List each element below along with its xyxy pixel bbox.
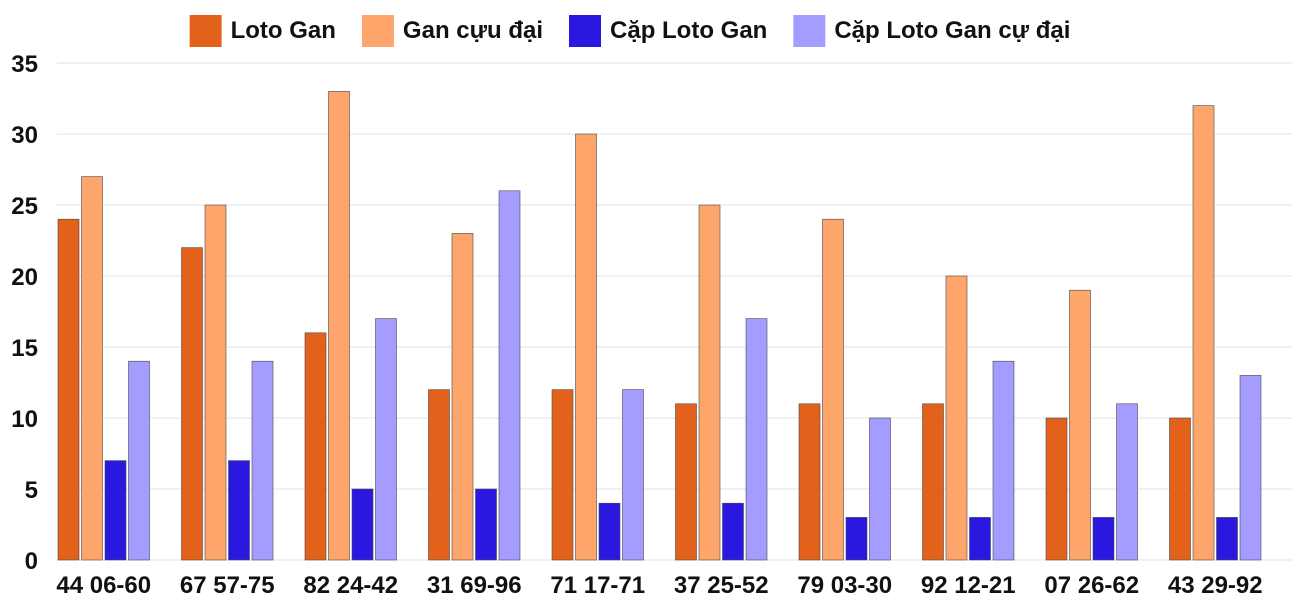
bar-cap-loto-gan-37-25-52 — [722, 502, 744, 561]
y-tick-label-35: 35 — [11, 51, 38, 78]
bar-loto-gan-79-03-30 — [798, 403, 821, 561]
y-tick-label-5: 5 — [25, 477, 38, 504]
legend-item-loto-gan: Loto Gan — [189, 15, 336, 47]
bar-group-67-57-75 — [181, 204, 274, 561]
x-tick-label-43-29-92: 43 29-92 — [1168, 572, 1263, 599]
bar-cap-loto-gan-cu-dai-92-12-21 — [992, 360, 1015, 561]
bar-gan-cuu-dai-43-29-92 — [1192, 105, 1215, 561]
bar-cap-loto-gan-cu-dai-71-17-71 — [622, 389, 644, 561]
bar-loto-gan-44-06-60 — [57, 218, 80, 561]
bar-loto-gan-67-57-75 — [181, 247, 203, 561]
bar-loto-gan-31-69-96 — [428, 389, 450, 561]
x-tick-label-92-12-21: 92 12-21 — [921, 572, 1016, 599]
bar-loto-gan-92-12-21 — [922, 403, 944, 561]
bar-loto-gan-82-24-42 — [304, 332, 327, 561]
legend: Loto Gan Gan cựu đại Cặp Loto Gan Cặp Loto … — [189, 15, 1070, 47]
bar-group-71-17-71 — [551, 133, 644, 561]
bar-gan-cuu-dai-07-26-62 — [1069, 289, 1091, 561]
y-axis-tick-labels: 0 5 10 15 20 25 30 35 — [11, 51, 38, 575]
legend-label-cap-loto-gan-cu-dai: Cặp Loto Gan cự đại — [834, 17, 1070, 44]
bar-gan-cuu-dai-37-25-52 — [698, 204, 721, 561]
bar-cap-loto-gan-cu-dai-43-29-92 — [1239, 375, 1262, 561]
bar-loto-gan-37-25-52 — [675, 403, 697, 561]
x-tick-label-71-17-71: 71 17-71 — [550, 572, 645, 599]
x-tick-label-67-57-75: 67 57-75 — [180, 572, 275, 599]
bar-group-44-06-60 — [57, 176, 150, 561]
bar-cap-loto-gan-07-26-62 — [1092, 517, 1115, 561]
x-tick-label-07-26-62: 07 26-62 — [1044, 572, 1139, 599]
bar-cap-loto-gan-71-17-71 — [598, 502, 621, 561]
bar-cap-loto-gan-92-12-21 — [969, 517, 991, 561]
bar-group-92-12-21 — [922, 275, 1015, 561]
bar-group-31-69-96 — [428, 190, 521, 561]
legend-swatch-gan-cuu-dai — [361, 15, 394, 47]
bar-cap-loto-gan-cu-dai-82-24-42 — [375, 318, 397, 561]
bar-cap-loto-gan-cu-dai-31-69-96 — [498, 190, 521, 561]
bar-group-37-25-52 — [675, 204, 768, 561]
legend-swatch-cap-loto-gan-cu-dai — [793, 15, 826, 47]
bar-cap-loto-gan-79-03-30 — [845, 517, 868, 561]
bar-loto-gan-71-17-71 — [551, 389, 574, 561]
bar-cap-loto-gan-82-24-42 — [351, 488, 374, 561]
bar-group-07-26-62 — [1045, 289, 1138, 561]
x-tick-label-31-69-96: 31 69-96 — [427, 572, 522, 599]
x-tick-label-37-25-52: 37 25-52 — [674, 572, 769, 599]
y-tick-label-20: 20 — [11, 264, 38, 291]
bar-gan-cuu-dai-71-17-71 — [575, 133, 597, 561]
legend-label-cap-loto-gan: Cặp Loto Gan — [610, 17, 767, 44]
legend-label-loto-gan: Loto Gan — [231, 17, 336, 44]
legend-swatch-cap-loto-gan — [569, 15, 602, 47]
legend-swatch-loto-gan — [189, 15, 222, 47]
legend-label-gan-cuu-dai: Gan cựu đại — [403, 17, 543, 44]
bar-cap-loto-gan-cu-dai-07-26-62 — [1116, 403, 1138, 561]
bars — [57, 91, 1262, 561]
bar-gan-cuu-dai-92-12-21 — [945, 275, 968, 561]
y-tick-label-15: 15 — [11, 335, 38, 362]
bar-gan-cuu-dai-44-06-60 — [81, 176, 103, 561]
y-tick-label-0: 0 — [25, 548, 38, 575]
bar-cap-loto-gan-43-29-92 — [1216, 517, 1238, 561]
bar-cap-loto-gan-cu-dai-79-03-30 — [869, 417, 891, 561]
y-tick-label-30: 30 — [11, 122, 38, 149]
bar-gan-cuu-dai-79-03-30 — [822, 218, 844, 561]
bar-cap-loto-gan-cu-dai-37-25-52 — [745, 318, 768, 561]
bar-gan-cuu-dai-31-69-96 — [451, 233, 474, 561]
bar-group-43-29-92 — [1169, 105, 1262, 561]
bar-cap-loto-gan-31-69-96 — [475, 488, 497, 561]
bar-gan-cuu-dai-67-57-75 — [204, 204, 227, 561]
x-tick-label-44-06-60: 44 06-60 — [56, 572, 151, 599]
legend-item-cap-loto-gan-cu-dai: Cặp Loto Gan cự đại — [793, 15, 1070, 47]
y-tick-label-25: 25 — [11, 193, 38, 220]
bar-cap-loto-gan-cu-dai-44-06-60 — [128, 360, 150, 561]
bar-cap-loto-gan-44-06-60 — [104, 460, 127, 561]
bar-cap-loto-gan-67-57-75 — [228, 460, 250, 561]
bar-cap-loto-gan-cu-dai-67-57-75 — [251, 360, 274, 561]
bar-group-79-03-30 — [798, 218, 891, 561]
bar-gan-cuu-dai-82-24-42 — [328, 91, 350, 561]
bar-loto-gan-07-26-62 — [1045, 417, 1068, 561]
x-axis-tick-labels: 44 06-60 67 57-75 82 24-42 31 69-96 71 17-71… — [56, 572, 1262, 599]
x-tick-label-82-24-42: 82 24-42 — [303, 572, 398, 599]
legend-item-gan-cuu-dai: Gan cựu đại — [361, 15, 543, 47]
legend-item-cap-loto-gan: Cặp Loto Gan — [569, 15, 767, 47]
y-tick-label-10: 10 — [11, 406, 38, 433]
x-tick-label-79-03-30: 79 03-30 — [797, 572, 892, 599]
bar-loto-gan-43-29-92 — [1169, 417, 1191, 561]
bar-group-82-24-42 — [304, 91, 397, 561]
